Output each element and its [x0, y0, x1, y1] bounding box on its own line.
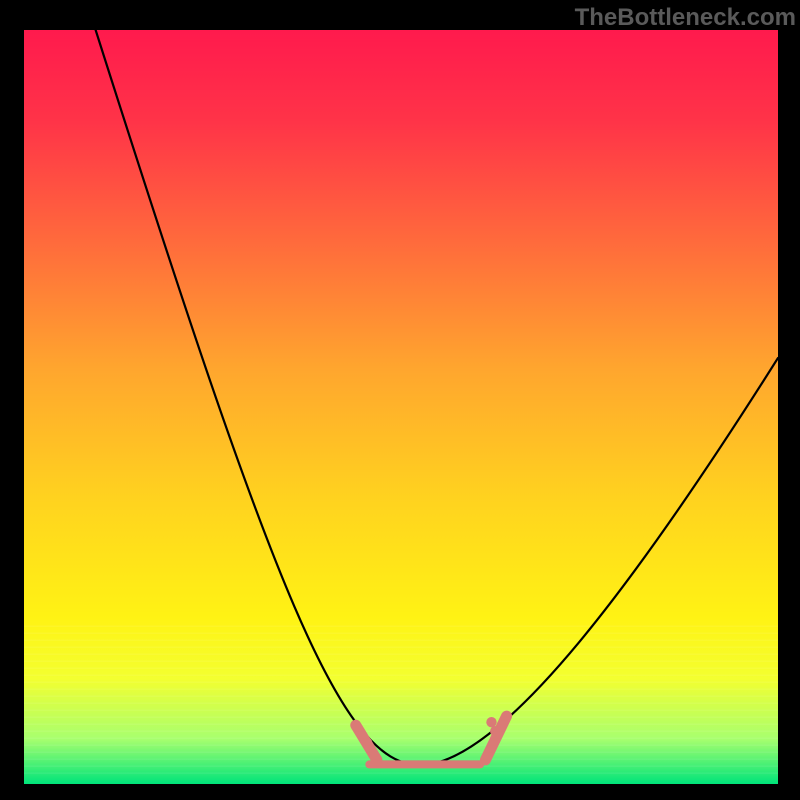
plot-area [24, 30, 778, 784]
watermark-text: TheBottleneck.com [575, 4, 796, 32]
plot-svg [24, 30, 778, 784]
